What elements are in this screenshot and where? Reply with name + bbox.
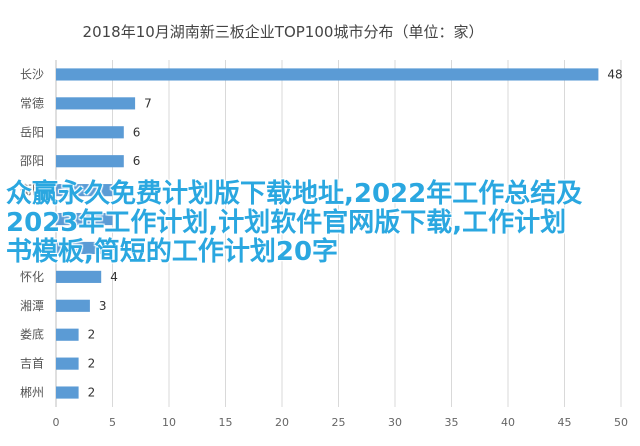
value-label: 6 — [133, 154, 141, 168]
gridlines — [112, 60, 622, 407]
bar — [56, 126, 124, 139]
category-label: 邵阳 — [20, 154, 44, 168]
bar — [56, 241, 102, 255]
value-label: 2 — [88, 386, 96, 400]
category-label: 长沙 — [20, 67, 44, 81]
bar — [56, 357, 79, 370]
bar — [56, 184, 113, 197]
x-tick-label: 5 — [109, 416, 116, 429]
bar — [56, 68, 599, 81]
bar — [56, 212, 113, 226]
bar — [56, 328, 79, 341]
x-tick-labels: 0 5 10 15 20 25 30 35 40 45 50 — [53, 416, 629, 429]
bar — [56, 155, 124, 168]
category-label: 吉首 — [20, 357, 44, 371]
x-tick-label: 45 — [558, 416, 572, 429]
x-tick-label: 35 — [445, 416, 459, 429]
bar — [56, 97, 136, 110]
value-label: 3 — [99, 299, 107, 313]
category-label: 娄底 — [20, 327, 44, 342]
overlay-text: 众赢永久免费计划版下载地址,2022年工作总结及2023年工作计划,计划软件官网… — [6, 179, 583, 267]
x-tick-label: 20 — [275, 416, 289, 429]
category-label: 常德 — [20, 95, 44, 110]
value-label: 7 — [144, 96, 152, 110]
x-tick-label: 10 — [162, 416, 176, 429]
value-label: 4 — [110, 270, 118, 284]
category-label: 怀化 — [20, 270, 44, 284]
chart-title: 2018年10月湖南新三板企业TOP100城市分布（单位：家） — [83, 23, 484, 41]
category-label: 衡阳 — [20, 183, 44, 197]
value-label: 2 — [88, 328, 96, 342]
x-tick-label: 25 — [332, 416, 346, 429]
category-label: 岳阳 — [20, 125, 44, 139]
value-label: 4 — [110, 241, 118, 255]
bar — [56, 386, 79, 399]
category-label: 湘潭 — [20, 298, 44, 313]
bars — [56, 68, 599, 399]
value-labels: 48 7 6 6 4 4 3 2 2 2 — [88, 67, 623, 399]
bar — [56, 299, 90, 312]
value-label: 2 — [88, 357, 96, 371]
x-tick-label: 30 — [388, 416, 402, 429]
category-label: 郴州 — [20, 386, 44, 400]
x-tick-label: 40 — [501, 416, 515, 429]
bar — [56, 270, 102, 283]
x-tick-label: 50 — [614, 416, 628, 429]
value-label: 6 — [133, 125, 141, 139]
x-tick-label: 0 — [53, 416, 60, 429]
x-tick-label: 15 — [219, 416, 233, 429]
value-label: 48 — [607, 67, 622, 81]
